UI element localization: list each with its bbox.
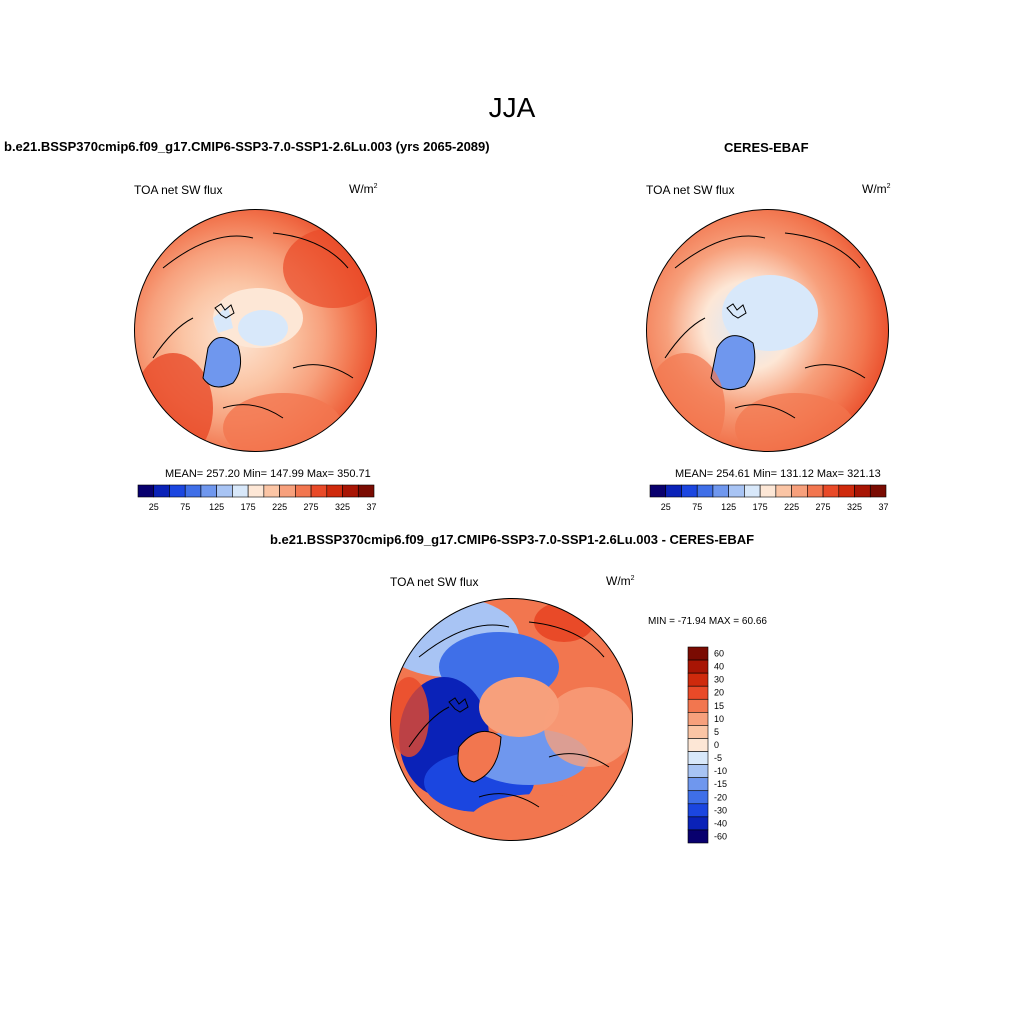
model-colorbar-swatch (263, 484, 280, 498)
diff-colorbar-swatch (687, 790, 709, 805)
diff-stats: MIN = -71.94 MAX = 60.66 (648, 616, 767, 627)
diff-colorbar-swatch (687, 803, 709, 818)
model-colorbar-swatch (326, 484, 343, 498)
diff-colorbar-swatch (687, 712, 709, 726)
diff-colorbar-label: -30 (714, 805, 727, 815)
obs-stats: MEAN= 254.61 Min= 131.12 Max= 321.13 (675, 468, 881, 480)
model-colorbar-swatch (232, 484, 249, 498)
diff-colorbar-swatch (687, 646, 709, 661)
obs-panel-title: CERES-EBAF (724, 140, 809, 155)
obs-colorbar-swatch (712, 484, 729, 498)
obs-colorbar-swatch (869, 484, 887, 498)
diff-colorbar-swatch (687, 672, 709, 687)
diff-colorbar-label: 30 (714, 675, 724, 685)
model-colorbar-swatch (169, 484, 186, 498)
obs-colorbar-swatch (649, 484, 667, 498)
obs-colorbar-tick-label: 225 (784, 502, 799, 512)
diff-polar-map (390, 598, 633, 841)
model-colorbar-swatch (184, 484, 202, 498)
model-colorbar-swatch (247, 484, 265, 498)
model-colorbar-tick-label: 125 (209, 502, 224, 512)
model-colorbar-tick-label: 325 (335, 502, 350, 512)
obs-colorbar-tick-label: 125 (721, 502, 736, 512)
model-colorbar-swatch (137, 484, 155, 498)
obs-colorbar-swatch (791, 484, 808, 498)
obs-colorbar-swatch (665, 484, 682, 498)
model-polar-map (134, 209, 377, 452)
model-colorbar-swatch (153, 484, 170, 498)
model-units-label: W/m2 (349, 182, 378, 196)
model-panel-title: b.e21.BSSP370cmip6.f09_g17.CMIP6-SSP3-7.… (4, 139, 490, 154)
diff-units-label: W/m2 (606, 574, 635, 588)
model-colorbar-tick-label: 75 (180, 502, 190, 512)
diff-colorbar-label: 10 (714, 714, 724, 724)
diff-colorbar: 60 40 30 20 15 10 5 0 -5 -10 -15 -20 -30 -40 -60 (687, 646, 727, 844)
obs-colorbar-tick-label: 325 (847, 502, 862, 512)
model-colorbar-swatch (342, 484, 359, 498)
diff-colorbar-swatch (687, 816, 709, 831)
diff-variable-label: TOA net SW flux (390, 575, 479, 589)
obs-colorbar-swatch (681, 484, 698, 498)
diff-panel-title: b.e21.BSSP370cmip6.f09_g17.CMIP6-SSP3-7.… (269, 532, 755, 547)
obs-colorbar-swatch (822, 484, 840, 498)
diff-colorbar-label: -10 (714, 766, 727, 776)
model-colorbar-tick-label: 225 (272, 502, 287, 512)
obs-colorbar-tick-label: 75 (692, 502, 702, 512)
model-colorbar-swatch (279, 484, 296, 498)
diff-colorbar-swatch (687, 659, 709, 674)
obs-colorbar-swatch (807, 484, 824, 498)
obs-colorbar-swatch (728, 484, 745, 498)
diff-colorbar-label: 15 (714, 701, 724, 711)
model-variable-label: TOA net SW flux (134, 183, 223, 197)
model-colorbar-swatch (216, 484, 233, 498)
diff-colorbar-label: 20 (714, 688, 724, 698)
diff-colorbar-label: 0 (714, 740, 719, 750)
obs-colorbar-swatch (775, 484, 792, 498)
model-colorbar-swatch (357, 484, 375, 498)
diff-colorbar-label: 5 (714, 727, 719, 737)
obs-colorbar-tick-label: 375 (878, 502, 889, 512)
diff-colorbar-swatch (687, 725, 709, 739)
diff-colorbar-label: 40 (714, 662, 724, 672)
obs-colorbar-tick-label: 25 (661, 502, 671, 512)
model-colorbar-swatch (200, 484, 217, 498)
model-colorbar: 25 75 125 175 225 275 325 375 (137, 484, 377, 512)
obs-colorbar-swatch (854, 484, 871, 498)
diff-colorbar-label: -15 (714, 779, 727, 789)
diff-colorbar-label: 60 (714, 649, 724, 659)
obs-polar-map (646, 209, 889, 452)
model-stats: MEAN= 257.20 Min= 147.99 Max= 350.71 (165, 468, 371, 480)
diff-colorbar-swatch (687, 829, 709, 844)
model-colorbar-swatch (295, 484, 312, 498)
model-colorbar-swatch (310, 484, 328, 498)
obs-units-label: W/m2 (862, 182, 891, 196)
diff-colorbar-swatch (687, 777, 709, 792)
model-colorbar-tick-label: 175 (241, 502, 256, 512)
diff-colorbar-label: -60 (714, 831, 727, 841)
season-title: JJA (488, 92, 536, 123)
obs-colorbar: 25 75 125 175 225 275 325 375 (649, 484, 889, 512)
obs-colorbar-swatch (696, 484, 714, 498)
diff-colorbar-swatch (687, 738, 709, 752)
obs-variable-label: TOA net SW flux (646, 183, 735, 197)
obs-colorbar-tick-label: 175 (753, 502, 768, 512)
obs-colorbar-swatch (838, 484, 855, 498)
diff-colorbar-label: -40 (714, 818, 727, 828)
obs-colorbar-swatch (744, 484, 761, 498)
model-colorbar-tick-label: 375 (366, 502, 377, 512)
diff-colorbar-label: -20 (714, 792, 727, 802)
diff-colorbar-swatch (687, 751, 709, 765)
diff-colorbar-swatch (687, 685, 709, 700)
diff-colorbar-swatch (687, 764, 709, 778)
model-colorbar-tick-label: 25 (149, 502, 159, 512)
obs-colorbar-tick-label: 275 (816, 502, 831, 512)
diff-colorbar-swatch (687, 698, 709, 713)
diff-colorbar-label: -5 (714, 753, 722, 763)
obs-colorbar-swatch (759, 484, 777, 498)
model-colorbar-tick-label: 275 (304, 502, 319, 512)
